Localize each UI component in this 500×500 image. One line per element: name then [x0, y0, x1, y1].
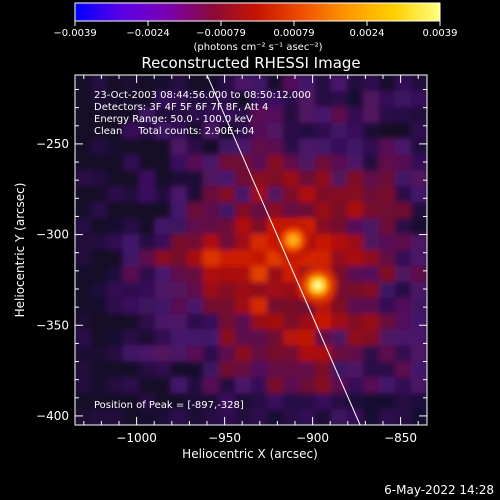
y-tick-label: −250: [36, 137, 69, 151]
annotation-detectors: Detectors: 3F 4F 5F 6F 7F 8F, Att 4: [94, 102, 268, 113]
colorbar-tick-label: −0.0039: [53, 28, 96, 39]
peak-position-label: Position of Peak = [-897,-328]: [94, 400, 244, 411]
solar-limb-line: [206, 75, 361, 425]
x-tick-label: −900: [296, 431, 329, 445]
plot-frame: [74, 74, 428, 426]
x-tick-label: −1000: [116, 431, 157, 445]
y-tick-label: −300: [36, 228, 69, 242]
y-axis-ticks: −250 −300 −350 −400: [36, 89, 427, 423]
heatmap-pixels: [75, 75, 427, 425]
colorbar-tick-label: 0.00079: [273, 28, 314, 39]
y-axis-label: Heliocentric Y (arcsec): [13, 183, 27, 318]
colorbar-tick-label: 0.0039: [423, 28, 458, 39]
y-tick-label: −400: [36, 409, 69, 423]
colorbar-tick-label: −0.0024: [126, 28, 169, 39]
heatmap-image: [75, 75, 427, 425]
colorbar-unit-label: (photons cm⁻² s⁻¹ asec⁻²): [193, 42, 322, 53]
x-tick-label: −850: [384, 431, 417, 445]
y-tick-label: −350: [36, 318, 69, 332]
colorbar-tick-label: −0.00079: [196, 28, 246, 39]
hxr-source-core: [287, 234, 300, 247]
x-tick-label: −950: [208, 431, 241, 445]
annotation-energy-range: Energy Range: 50.0 - 100.0 keV: [94, 114, 253, 125]
chart-title: Reconstructed RHESSI Image: [141, 54, 360, 72]
annotation-time-range: 23-Oct-2003 08:44:56.000 to 08:50:12.000: [94, 90, 311, 101]
colorbar-tick-label: 0.0024: [350, 28, 385, 39]
annotation-clean-counts: Clean Total counts: 2.90E+04: [94, 126, 254, 137]
x-axis-ticks: −1000 −950 −900 −850: [83, 75, 419, 445]
footer-timestamp: 6-May-2022 14:28: [384, 483, 494, 497]
hxr-source-core: [311, 279, 324, 292]
colorbar: [74, 2, 441, 22]
colorbar-ticks: −0.0039 −0.0024 −0.00079 0.00079 0.0024 0.003…: [53, 21, 458, 39]
x-axis-label: Heliocentric X (arcsec): [182, 447, 318, 461]
annotation-block: 23-Oct-2003 08:44:56.000 to 08:50:12.000…: [94, 90, 311, 137]
